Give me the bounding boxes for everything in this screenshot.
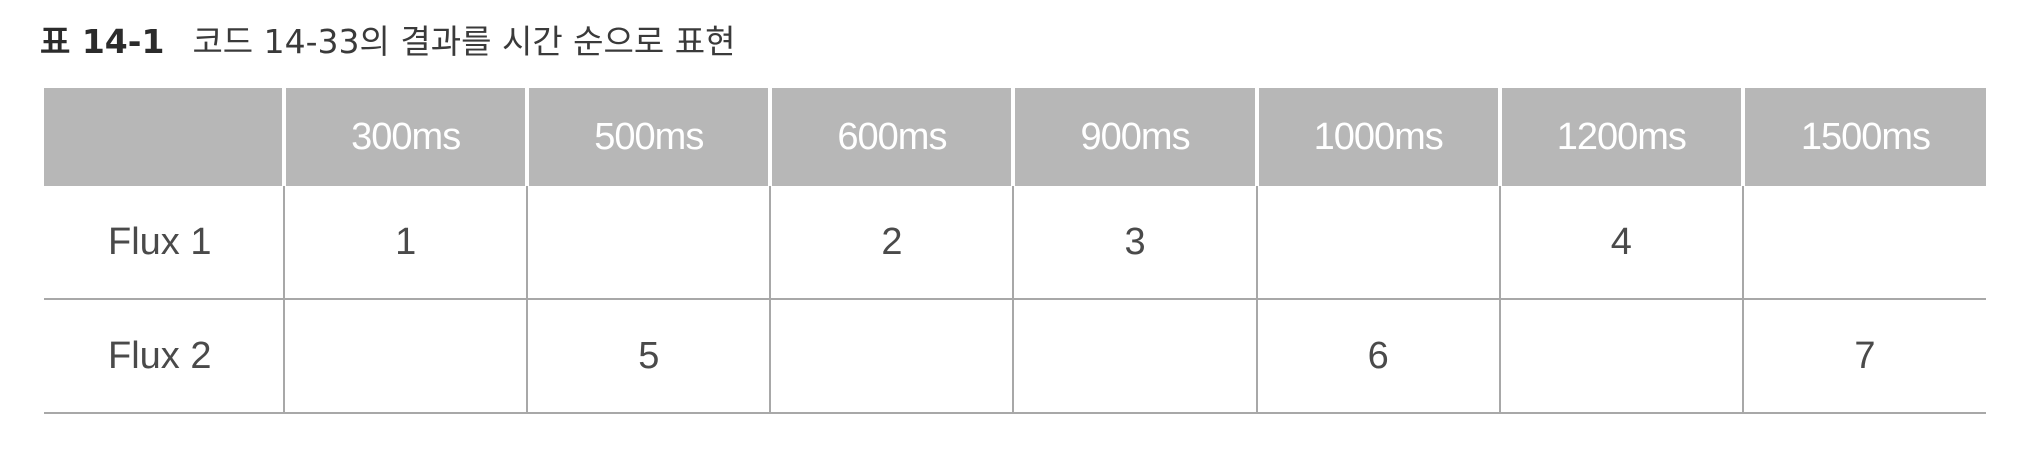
table-cell [1012,299,1257,414]
table-row-flux-2: Flux 2 5 6 7 [44,299,1986,414]
table-cell: 4 [1498,186,1743,300]
header-cell-1500ms: 1500ms [1740,88,1986,186]
caption-title: 코드 14-33의 결과를 시간 순으로 표현 [192,22,736,61]
table-cell: 1 [283,186,528,300]
table-cell: 3 [1012,186,1257,300]
header-cell-900ms: 900ms [1011,88,1257,186]
table-cell [283,299,528,414]
table-cell [1498,299,1743,414]
table-cell: 2 [769,186,1014,300]
caption-label: 표 14-1 [40,22,165,61]
table-caption: 표 14-1 코드 14-33의 결과를 시간 순으로 표현 [40,14,735,64]
row-label: Flux 1 [44,186,285,300]
table-cell [526,186,771,300]
table-cell [1255,186,1500,300]
table-cell: 6 [1255,299,1500,414]
header-cell-300ms: 300ms [282,88,528,186]
header-cell-600ms: 600ms [768,88,1014,186]
header-cell-1200ms: 1200ms [1497,88,1743,186]
header-cell-1000ms: 1000ms [1254,88,1500,186]
row-label: Flux 2 [44,299,285,414]
header-row: 300ms 500ms 600ms 900ms 1000ms 1200ms 15… [44,88,1986,186]
header-cell-500ms: 500ms [525,88,771,186]
table-row-flux-1: Flux 1 1 2 3 4 [44,186,1986,300]
table-cell [1741,186,1986,300]
table-cell: 7 [1741,299,1986,414]
header-cell-corner [44,88,285,186]
timeline-table: 300ms 500ms 600ms 900ms 1000ms 1200ms 15… [44,88,1986,414]
table-cell: 5 [526,299,771,414]
table-cell [769,299,1014,414]
